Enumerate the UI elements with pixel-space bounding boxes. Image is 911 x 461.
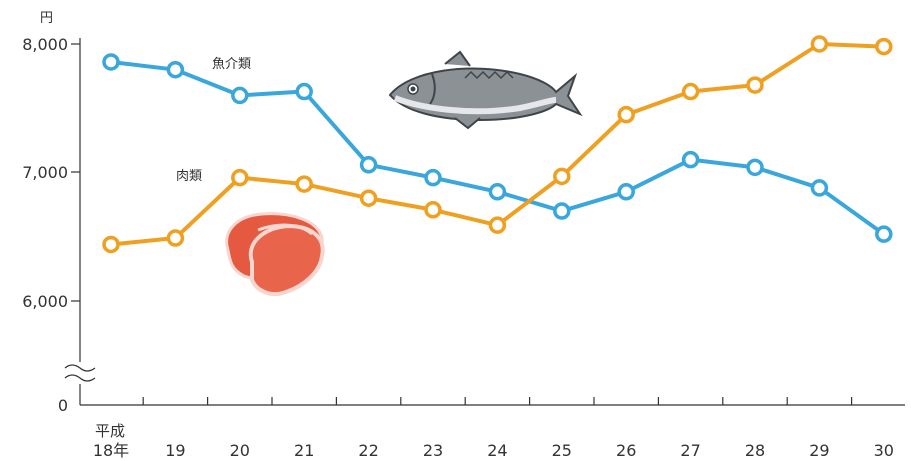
y-unit-label: 円 <box>40 11 53 26</box>
series-label-seafood: 魚介類 <box>212 57 251 72</box>
data-point-series-0 <box>424 168 442 187</box>
data-point-series-1 <box>875 37 893 56</box>
data-point-series-1 <box>231 168 249 187</box>
data-point-series-1 <box>424 201 442 219</box>
data-point-series-1 <box>295 175 313 193</box>
data-point-series-0 <box>231 86 249 105</box>
x-tick-label: 27 <box>680 441 700 460</box>
data-point-series-0 <box>617 183 635 201</box>
x-tick-label: 29 <box>809 441 829 460</box>
data-point-series-0 <box>810 179 829 197</box>
data-point-series-1 <box>746 76 764 94</box>
x-tick-label: 28 <box>745 441 765 460</box>
data-point-series-0 <box>102 53 120 71</box>
data-point-series-1 <box>617 105 635 124</box>
data-point-series-1 <box>681 82 700 101</box>
x-tick-label: 23 <box>423 441 443 460</box>
axis-break-mark <box>64 364 96 382</box>
x-tick-label: 26 <box>616 441 636 460</box>
data-point-series-1 <box>166 229 185 247</box>
y-tick-label-0: 0 <box>58 396 68 415</box>
data-point-series-1 <box>810 35 829 53</box>
x-tick-label: 21 <box>294 441 314 460</box>
x-tick-label: 18年 <box>93 441 129 460</box>
data-point-series-1 <box>488 216 507 234</box>
data-point-series-1 <box>359 189 378 207</box>
x-tick-labels: 18年 19 20 21 22 23 24 25 26 27 28 29 30 <box>93 441 894 460</box>
x-tick-marks <box>142 397 853 405</box>
x-tick-label: 24 <box>487 441 507 460</box>
x-tick-label: 19 <box>165 441 185 460</box>
meat-illustration <box>225 212 325 297</box>
x-tick-label: 22 <box>358 441 378 460</box>
y-tick-label-6000: 6,000 <box>22 292 68 311</box>
data-point-series-0 <box>295 82 313 101</box>
data-point-series-1 <box>102 235 120 254</box>
x-tick-label: 30 <box>874 441 894 460</box>
data-point-series-0 <box>488 183 507 201</box>
fish-illustration <box>388 50 583 130</box>
data-point-series-0 <box>359 156 378 174</box>
data-point-series-0 <box>553 202 571 220</box>
data-point-series-0 <box>681 150 700 169</box>
x-tick-label: 20 <box>230 441 250 460</box>
x-tick-label: 25 <box>552 441 572 460</box>
y-tick-label-7000: 7,000 <box>22 163 68 182</box>
data-point-series-0 <box>875 225 893 243</box>
y-tick-label-8000: 8,000 <box>22 35 68 54</box>
data-point-series-0 <box>746 158 764 177</box>
series-label-meat: 肉類 <box>176 169 202 184</box>
data-point-series-1 <box>553 167 571 186</box>
series-layer <box>102 35 893 254</box>
x-era-label: 平成 <box>95 422 125 440</box>
data-point-series-0 <box>166 60 185 79</box>
